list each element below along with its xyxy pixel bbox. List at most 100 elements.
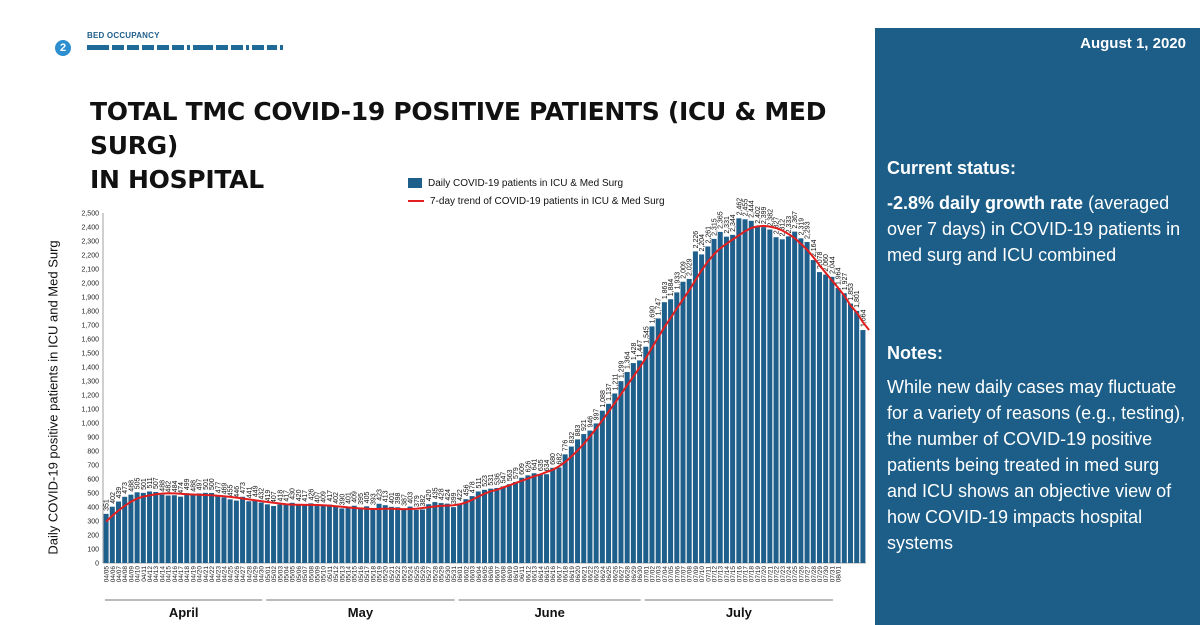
bar bbox=[134, 492, 140, 563]
x-tick-label: 05/31 bbox=[451, 566, 458, 583]
x-tick-label: 06/03 bbox=[470, 566, 477, 583]
bar-value-label: 2,261 bbox=[705, 226, 712, 244]
bar-value-label: 1,690 bbox=[649, 306, 656, 324]
x-tick-label: 04/06 bbox=[110, 566, 117, 583]
x-tick-label: 07/29 bbox=[817, 566, 824, 583]
bar-value-label: 420 bbox=[296, 489, 303, 501]
x-tick-label: 05/18 bbox=[370, 566, 377, 583]
x-tick-label: 04/26 bbox=[234, 566, 241, 583]
status-text: -2.8% daily growth rate (averaged over 7… bbox=[887, 190, 1192, 268]
x-tick-label: 07/23 bbox=[780, 566, 787, 583]
x-tick-label: 06/08 bbox=[501, 566, 508, 583]
bar-value-label: 395 bbox=[358, 493, 365, 505]
bar bbox=[525, 475, 531, 563]
page-title: TOTAL TMC COVID-19 POSITIVE PATIENTS (IC… bbox=[90, 95, 860, 197]
x-tick-label: 06/25 bbox=[606, 566, 613, 583]
bar bbox=[376, 503, 382, 563]
x-tick-label: 07/17 bbox=[743, 566, 750, 583]
bar-value-label: 401 bbox=[346, 492, 353, 504]
bar bbox=[258, 502, 264, 563]
x-tick-label: 04/28 bbox=[246, 566, 253, 583]
trend-line bbox=[105, 224, 870, 523]
bar bbox=[823, 274, 829, 563]
bar-value-label: 473 bbox=[122, 482, 129, 494]
bar-value-label: 505 bbox=[135, 478, 142, 490]
legend-item-bars: Daily COVID-19 patients in ICU & Med Sur… bbox=[408, 174, 665, 192]
x-tick-label: 05/14 bbox=[346, 566, 353, 583]
bar-value-label: 1,137 bbox=[606, 383, 613, 401]
bar bbox=[494, 487, 500, 563]
bar-value-label: 921 bbox=[581, 419, 588, 431]
y-tick-label: 2,500 bbox=[81, 211, 99, 218]
bar-value-label: 417 bbox=[283, 490, 290, 502]
y-tick-label: 800 bbox=[87, 449, 99, 456]
bar-value-label: 477 bbox=[215, 481, 222, 493]
bar bbox=[736, 218, 742, 563]
bar bbox=[519, 477, 525, 563]
bar bbox=[302, 504, 308, 563]
bar bbox=[513, 481, 519, 563]
bar bbox=[568, 446, 574, 563]
x-tick-label: 06/16 bbox=[550, 566, 557, 583]
x-tick-label: 04/07 bbox=[116, 566, 123, 583]
bar-value-label: 536 bbox=[494, 473, 501, 485]
x-tick-label: 05/22 bbox=[395, 566, 402, 583]
x-tick-label: 05/17 bbox=[364, 566, 371, 583]
bar bbox=[810, 260, 816, 563]
bar-value-label: 547 bbox=[501, 472, 508, 484]
x-tick-label: 07/01 bbox=[643, 566, 650, 583]
x-tick-label: 06/17 bbox=[556, 566, 563, 583]
bar-value-label: 501 bbox=[203, 478, 210, 490]
bar-value-label: 609 bbox=[519, 463, 526, 475]
bar-value-label: 641 bbox=[532, 458, 539, 470]
y-tick-label: 1,800 bbox=[81, 309, 99, 316]
x-tick-label: 07/04 bbox=[662, 566, 669, 583]
x-tick-label: 07/05 bbox=[668, 566, 675, 583]
x-tick-label: 07/27 bbox=[805, 566, 812, 583]
x-tick-label: 05/28 bbox=[432, 566, 439, 583]
bar-value-label: 424 bbox=[445, 489, 452, 501]
bar bbox=[395, 507, 401, 563]
y-tick-label: 400 bbox=[87, 505, 99, 512]
bar-value-label: 511 bbox=[147, 477, 154, 488]
bar bbox=[370, 507, 376, 563]
bar-value-label: 478 bbox=[470, 481, 477, 493]
y-tick-label: 1,400 bbox=[81, 365, 99, 372]
x-tick-label: 05/19 bbox=[377, 566, 384, 583]
x-tick-label: 07/19 bbox=[755, 566, 762, 583]
x-tick-label: 07/30 bbox=[823, 566, 830, 583]
bar-value-label: 387 bbox=[401, 494, 408, 506]
bar bbox=[333, 506, 339, 563]
legend-line-swatch bbox=[408, 200, 424, 202]
bar-value-label: 417 bbox=[302, 490, 309, 502]
bar-value-label: 531 bbox=[488, 474, 495, 486]
bar bbox=[277, 504, 283, 563]
bar-value-label: 1,211 bbox=[612, 373, 619, 390]
legend-bar-swatch bbox=[408, 178, 422, 188]
bar-value-label: 946 bbox=[587, 416, 594, 428]
y-tick-label: 600 bbox=[87, 477, 99, 484]
bar bbox=[599, 410, 605, 563]
month-label: May bbox=[348, 605, 374, 620]
y-tick-label: 1,000 bbox=[81, 421, 99, 428]
x-tick-label: 06/04 bbox=[476, 566, 483, 583]
bar-value-label: 473 bbox=[240, 482, 247, 494]
bar bbox=[816, 272, 822, 563]
x-tick-label: 04/05 bbox=[104, 566, 111, 583]
section-label: BED OCCUPANCY bbox=[87, 31, 160, 40]
bar bbox=[221, 497, 227, 563]
x-tick-label: 04/30 bbox=[259, 566, 266, 583]
bar bbox=[388, 506, 394, 563]
x-tick-label: 05/30 bbox=[445, 566, 452, 583]
bar bbox=[308, 503, 314, 563]
bar bbox=[655, 318, 661, 563]
x-tick-label: 06/13 bbox=[532, 566, 539, 583]
bar bbox=[649, 326, 655, 563]
bar bbox=[531, 473, 537, 563]
x-tick-label: 04/14 bbox=[159, 566, 166, 583]
bar-value-label: 351 bbox=[104, 499, 111, 511]
bar bbox=[116, 501, 122, 563]
bar bbox=[537, 474, 543, 563]
bar bbox=[283, 504, 289, 563]
x-tick-label: 06/14 bbox=[538, 566, 545, 583]
